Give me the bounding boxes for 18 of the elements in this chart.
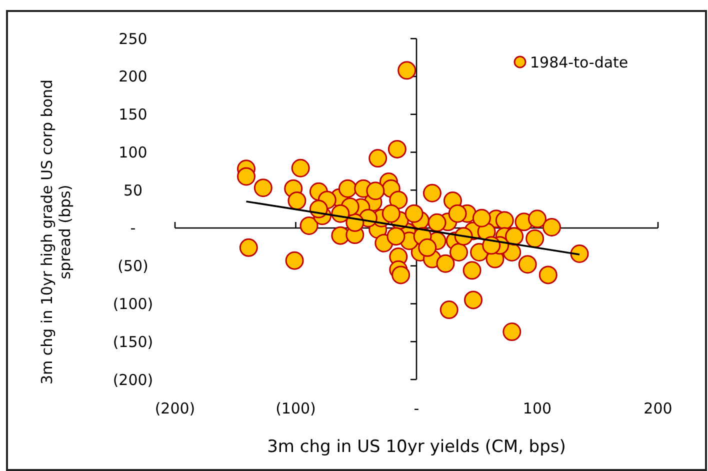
y-tick-label: 50 — [123, 181, 143, 200]
y-tick-label: 150 — [118, 106, 148, 124]
x-tick-label: 200 — [644, 400, 672, 418]
x-tick-label: 100 — [522, 400, 552, 418]
x-tick-label: - — [414, 400, 420, 418]
y-axis-title: 3m chg in 10yr high grade US corp bond spread (bps) — [38, 79, 74, 385]
y-tick-label: 250 — [118, 30, 148, 48]
x-axis-title: 3m chg in US 10yr yields (CM, bps) — [267, 437, 566, 457]
x-tick-label: (200) — [154, 400, 196, 418]
y-tick-label: - — [130, 219, 136, 238]
y-tick-label: 200 — [118, 68, 148, 86]
y-tick-label: (150) — [112, 332, 154, 351]
y-tick-label: 100 — [118, 143, 148, 162]
x-tick-label: (100) — [276, 400, 316, 418]
legend-label: 1984-to-date — [530, 53, 628, 72]
y-tick-label: (200) — [112, 370, 154, 389]
y-tick-label: (100) — [112, 294, 154, 313]
y-tick-label: (50) — [118, 257, 148, 276]
